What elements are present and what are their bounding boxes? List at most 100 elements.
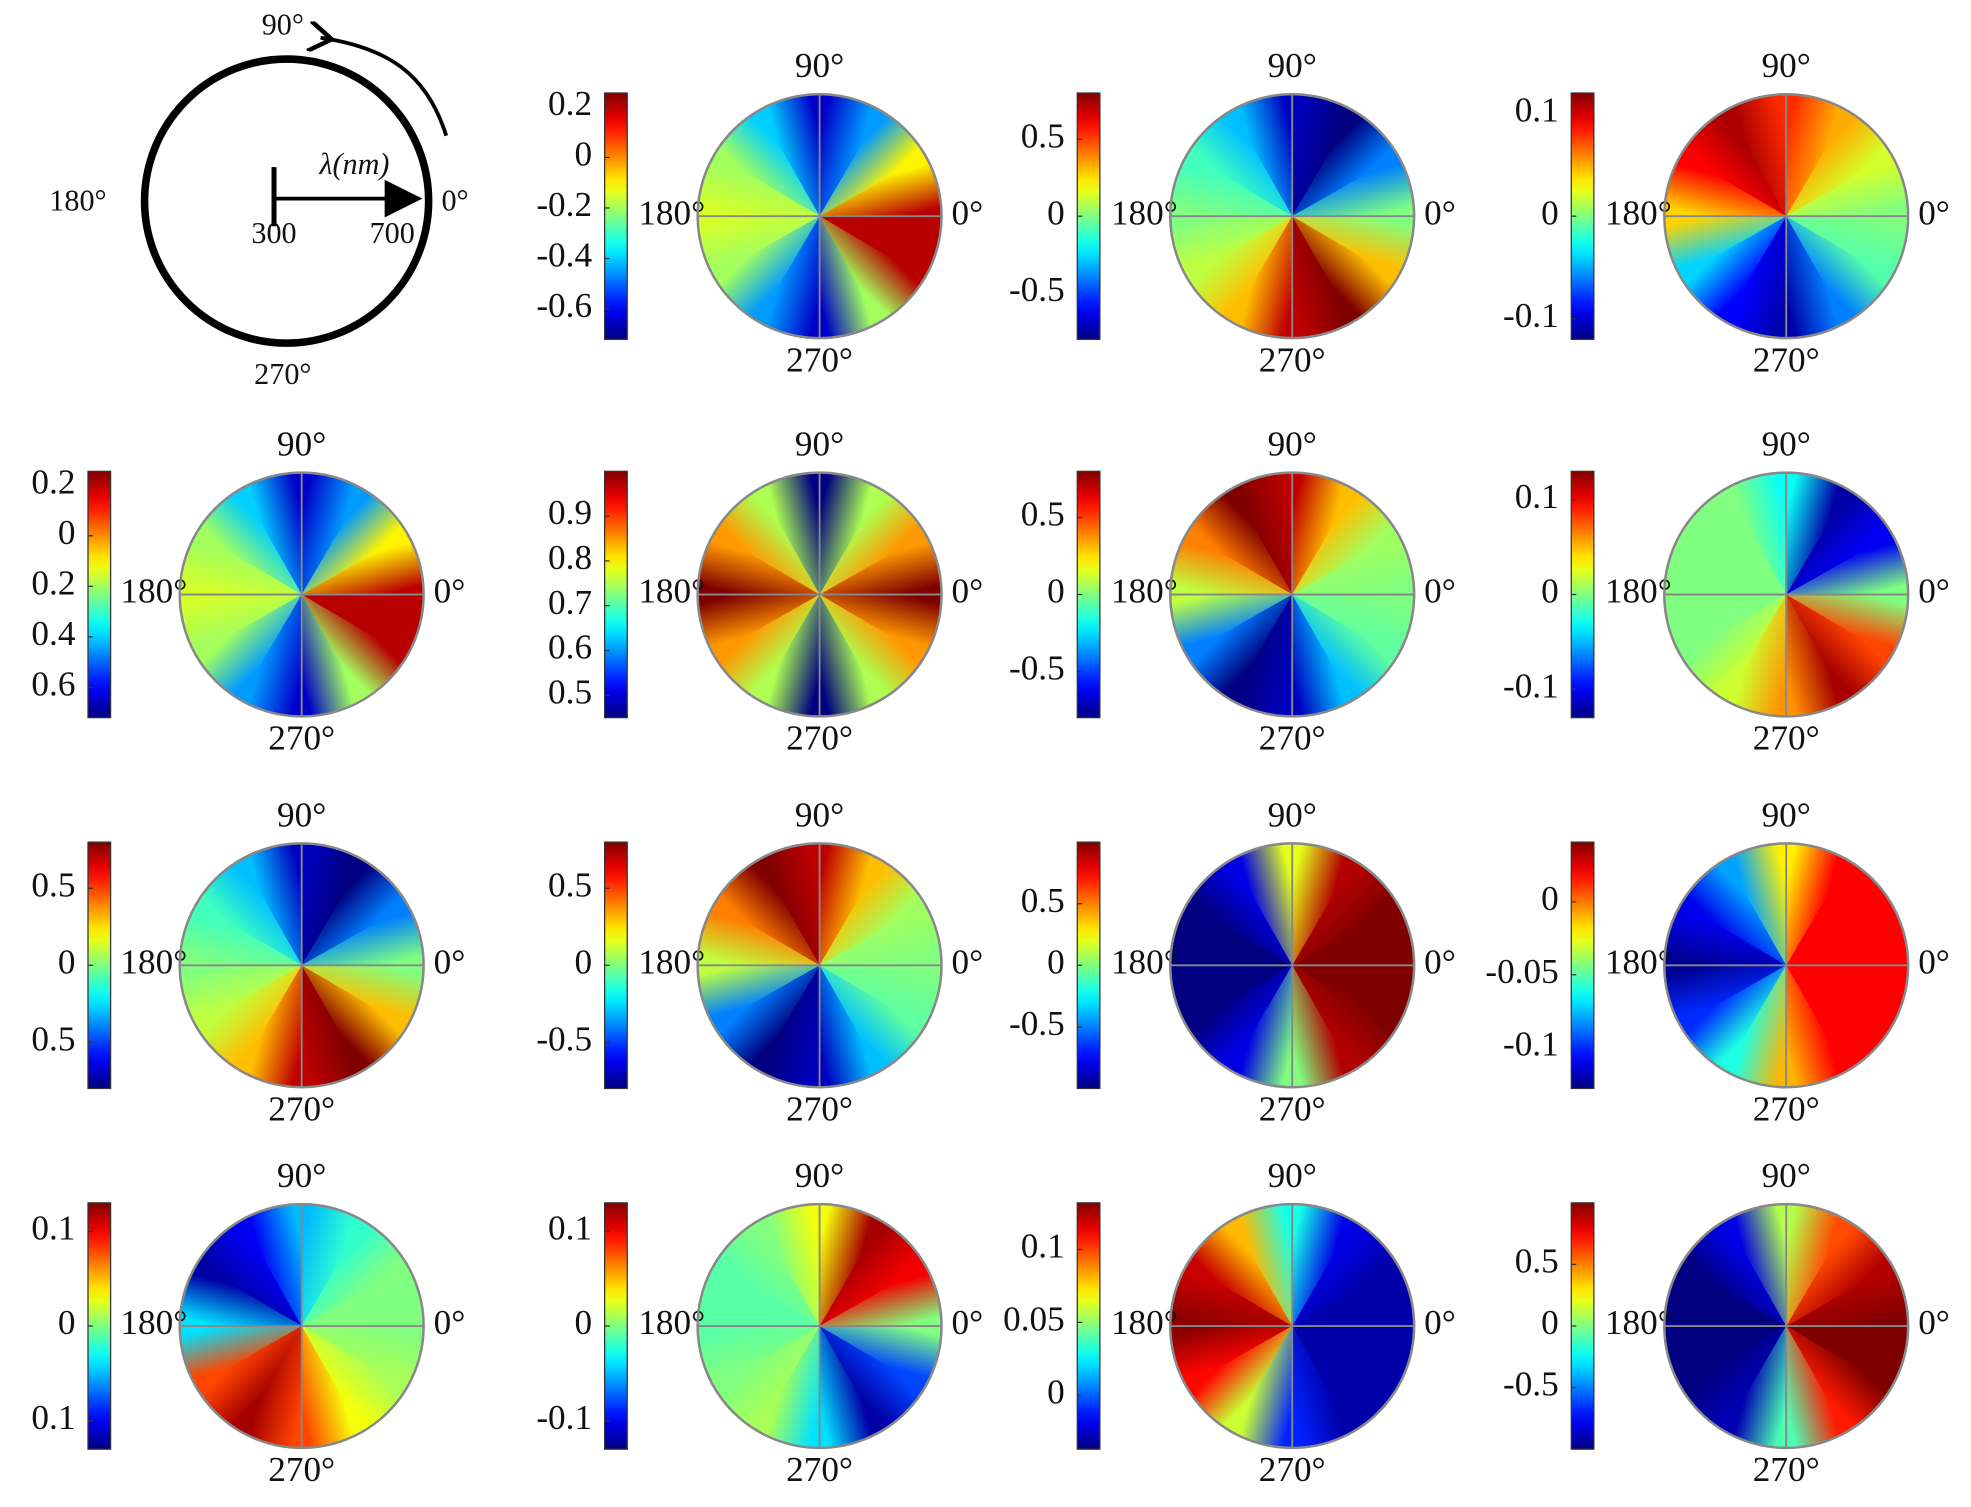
sector: [1292, 594, 1399, 701]
sector: [1292, 1326, 1399, 1433]
sector: [1230, 1326, 1294, 1448]
sector: [1186, 216, 1293, 323]
angle-label: 270°: [268, 1450, 335, 1489]
sector: [1186, 965, 1293, 1072]
disk-outline: [1663, 842, 1910, 1089]
sector: [757, 1204, 821, 1327]
sector: [300, 472, 364, 595]
sector: [1292, 532, 1415, 596]
colorbar-tick-label: 0: [574, 135, 592, 174]
sector: [1292, 859, 1399, 966]
sector: [1230, 1204, 1294, 1327]
angle-label: 0°: [1918, 1303, 1950, 1342]
sector: [1230, 594, 1294, 717]
sector: [1724, 843, 1788, 966]
angle-label: 270°: [1259, 1450, 1326, 1489]
sector: [1664, 532, 1787, 596]
sector: [697, 532, 820, 596]
sector: [300, 843, 364, 966]
sector: [819, 154, 942, 218]
sector: [1724, 216, 1788, 339]
sector: [1786, 594, 1893, 701]
sector: [1664, 215, 1787, 278]
sector: [1230, 472, 1294, 595]
angle-label: 270°: [1259, 719, 1326, 758]
sector: [819, 965, 926, 1072]
sector: [1786, 110, 1893, 217]
angle-label: 0°: [952, 942, 984, 981]
colorbar-tick-label: 0: [58, 513, 76, 552]
colorbar: [603, 470, 628, 719]
angle-label: 270°: [1259, 1089, 1326, 1128]
sector: [1664, 154, 1787, 218]
colorbar: [603, 92, 628, 340]
angle-label: 180°: [120, 1303, 187, 1342]
sector: [757, 472, 821, 595]
angle-label: 0°: [434, 1303, 466, 1342]
angle-label: 90°: [795, 425, 844, 464]
sector: [1230, 216, 1294, 339]
sector: [1170, 593, 1293, 657]
sector: [818, 472, 882, 595]
colorbar: [1076, 1202, 1101, 1450]
angle-label: 90°: [1762, 425, 1811, 464]
sector: [1186, 110, 1293, 217]
sector: [1291, 1204, 1354, 1327]
sector: [1680, 488, 1787, 595]
sector: [301, 964, 424, 1027]
colorbar-tick-label: 0.7: [548, 583, 592, 622]
sector: [1186, 594, 1293, 701]
sector: [757, 965, 821, 1088]
sector: [239, 843, 303, 966]
sector: [195, 1220, 302, 1327]
sector: [818, 843, 882, 966]
sector: [300, 1204, 364, 1327]
disk-outline: [1169, 842, 1416, 1089]
angle-label: 270°: [268, 719, 335, 758]
sector: [1291, 216, 1354, 339]
angle-label: 180°: [638, 942, 705, 981]
sector: [239, 472, 303, 595]
sector: [239, 1326, 303, 1448]
sector: [1785, 965, 1848, 1088]
sector: [1292, 965, 1399, 1072]
sector: [819, 1264, 942, 1327]
sector: [1230, 965, 1294, 1088]
angle-label: 0°: [1918, 193, 1950, 232]
angle-label: 90°: [1762, 795, 1811, 834]
sector: [1186, 859, 1293, 966]
colorbar-tick-label: 0.1: [1515, 91, 1559, 130]
sector: [301, 594, 408, 701]
sector: [819, 859, 926, 966]
sector: [1230, 94, 1294, 217]
colorbar-tick-label: -0.05: [1485, 952, 1558, 991]
colorbar-tick-label: 0.9: [548, 493, 592, 532]
sector: [819, 903, 942, 967]
sector: [1230, 843, 1294, 966]
angle-label: 0°: [441, 184, 468, 218]
sector: [819, 215, 942, 278]
sector: [1664, 1264, 1787, 1327]
angle-label: 180°: [1111, 572, 1178, 611]
sector: [1664, 593, 1787, 657]
sector: [818, 965, 882, 1088]
sector: [1186, 1326, 1293, 1433]
colorbar-tick-label: -0.5: [1503, 1365, 1559, 1404]
sector: [1786, 1264, 1909, 1327]
colorbar-tick-label: 0.5: [1021, 116, 1065, 155]
sector: [818, 1204, 882, 1327]
colorbar-tick-label: 0: [1541, 1303, 1559, 1342]
sector: [301, 532, 424, 596]
sector: [1292, 964, 1415, 1027]
angle-label: 90°: [277, 425, 326, 464]
disk-outline: [1169, 93, 1416, 340]
sector: [697, 903, 820, 967]
sector: [819, 964, 942, 1027]
sector: [301, 1326, 408, 1433]
angle-label: 90°: [1268, 795, 1317, 834]
polar-panel: 0° 90° 180° 270° 0.2 0 0.2 0.4 0.6: [31, 425, 465, 758]
colorbar-tick-label: 0.2: [31, 462, 75, 501]
colorbar-tick-label: 0.5: [31, 1019, 75, 1058]
sector: [1680, 1326, 1787, 1433]
